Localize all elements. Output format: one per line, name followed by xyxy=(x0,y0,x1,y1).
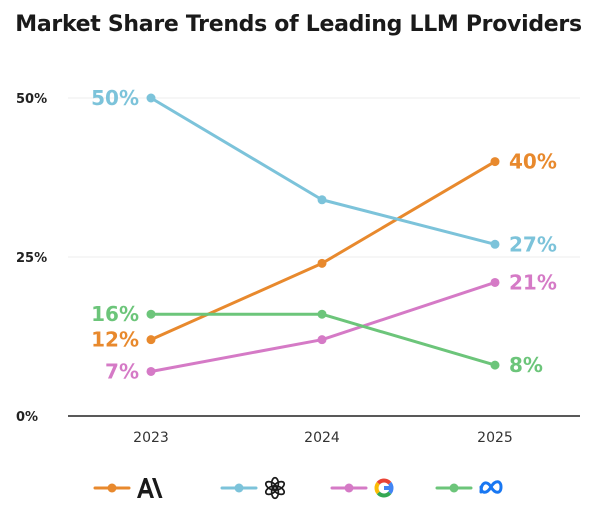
gridlines xyxy=(68,97,580,258)
data-label: 8% xyxy=(509,353,543,377)
data-point xyxy=(490,360,500,370)
data-label: 12% xyxy=(91,328,139,352)
axes: 0% 25% 50% 2023 2024 2025 xyxy=(16,92,580,446)
data-label: 7% xyxy=(105,359,139,383)
google-logo xyxy=(374,478,394,498)
data-point xyxy=(317,258,327,268)
data-point xyxy=(146,309,156,319)
legend-item-anthropic xyxy=(93,478,163,498)
data-label: 40% xyxy=(509,150,557,174)
legend-marker xyxy=(449,483,459,493)
data-point xyxy=(317,335,327,345)
data-label: 50% xyxy=(91,86,139,110)
meta-logo xyxy=(479,480,503,494)
legend-marker xyxy=(107,483,117,493)
y-tick-label: 50% xyxy=(16,92,47,107)
data-point xyxy=(146,366,156,376)
legend-item-meta xyxy=(435,480,503,494)
data-points xyxy=(146,93,500,376)
data-point xyxy=(490,239,500,249)
x-tick-label: 2025 xyxy=(477,430,513,446)
legend-marker xyxy=(344,483,354,493)
data-point xyxy=(317,195,327,205)
anthropic-logo xyxy=(137,478,163,498)
x-tick-label: 2023 xyxy=(133,430,169,446)
y-tick-label: 0% xyxy=(16,410,38,425)
series-line-openai xyxy=(149,96,497,246)
legend xyxy=(93,476,503,500)
data-labels: 12% 40% 50% 27% 7% 21% 16% 8% xyxy=(91,86,557,383)
data-point xyxy=(490,277,500,287)
legend-item-google xyxy=(330,478,394,498)
chart-title: Market Share Trends of Leading LLM Provi… xyxy=(15,12,582,37)
legend-marker xyxy=(234,483,244,493)
openai-logo xyxy=(264,476,286,500)
series-lines xyxy=(149,96,497,373)
data-point xyxy=(146,93,156,103)
data-point xyxy=(146,335,156,345)
data-label: 16% xyxy=(91,302,139,326)
x-tick-label: 2024 xyxy=(304,430,340,446)
data-point xyxy=(490,157,500,167)
data-label: 21% xyxy=(509,270,557,294)
data-label: 27% xyxy=(509,232,557,256)
data-point xyxy=(317,309,327,319)
legend-item-openai xyxy=(220,476,286,500)
y-tick-label: 25% xyxy=(16,251,47,266)
series-line-google xyxy=(149,280,497,373)
